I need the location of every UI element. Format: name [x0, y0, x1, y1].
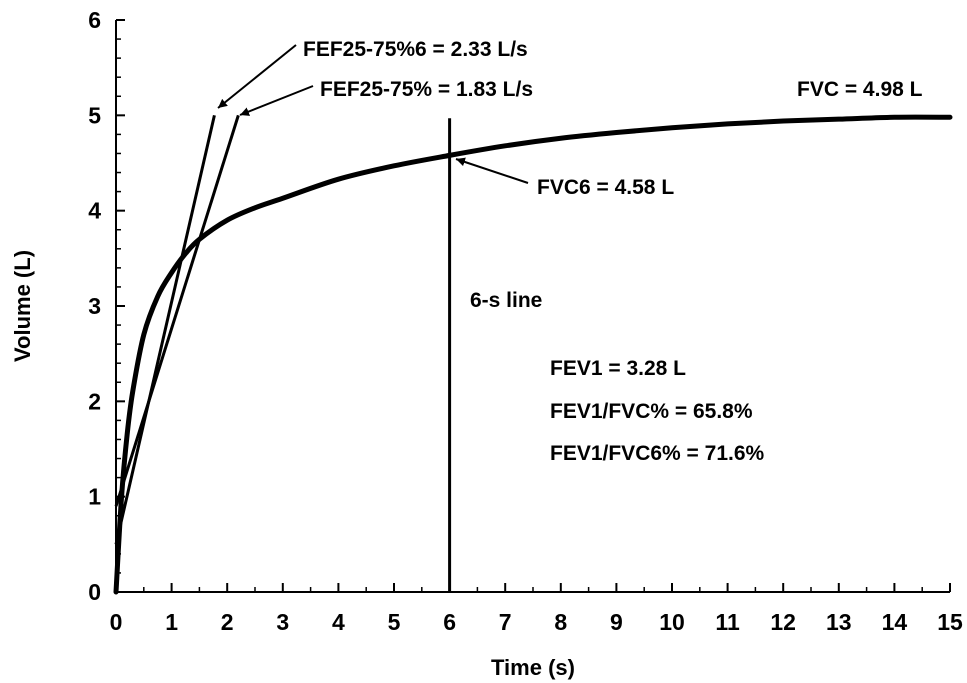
x-tick-label: 12: [770, 609, 796, 635]
fef-label: FEF25-75% = 1.83 L/s: [320, 78, 533, 101]
x-tick-label: 2: [221, 609, 234, 635]
x-tick-label: 5: [388, 609, 401, 635]
y-tick-label: 0: [88, 579, 101, 605]
x-tick-label: 8: [554, 609, 567, 635]
y-tick-label: 5: [88, 102, 101, 128]
x-tick-label: 1: [165, 609, 178, 635]
x-tick-label: 6: [443, 609, 456, 635]
x-tick-label: 14: [882, 609, 908, 635]
plot-area: [113, 114, 953, 595]
fev1-label: FEV1 = 3.28 L: [550, 357, 686, 380]
y-ticks: 0 1 2 3 4 5 6: [88, 7, 125, 605]
x-tick-label: 10: [659, 609, 685, 635]
six-s-line-label: 6-s line: [470, 289, 542, 312]
x-tick-label: 13: [826, 609, 852, 635]
y-tick-label: 6: [88, 7, 101, 33]
volume-time-curve: [113, 114, 953, 595]
fvc6-label: FVC6 = 4.58 L: [537, 176, 674, 199]
x-tick-label: 7: [499, 609, 512, 635]
x-tick-label: 3: [276, 609, 289, 635]
fev1-fvc-label: FEV1/FVC% = 65.8%: [550, 400, 753, 423]
fvc-label: FVC = 4.98 L: [797, 78, 923, 101]
x-tick-label: 0: [110, 609, 123, 635]
fef6-arrow: [217, 44, 297, 109]
x-tick-label: 4: [332, 609, 345, 635]
y-tick-label: 3: [88, 293, 101, 319]
y-tick-label: 4: [88, 198, 101, 224]
fef-arrow: [239, 85, 314, 116]
annotations: FEF25-75%6 = 2.33 L/s FEF25-75% = 1.83 L…: [217, 38, 923, 465]
x-tick-label: 15: [937, 609, 963, 635]
x-ticks: 0 1 2 3 4 5 6 7 8 9 10 11 12 13 14 15: [110, 583, 963, 635]
fef-line: [114, 114, 216, 545]
fev1-fvc6-label: FEV1/FVC6% = 71.6%: [550, 442, 765, 465]
fef6-label: FEF25-75%6 = 2.33 L/s: [303, 38, 528, 61]
y-axis-label: Volume (L): [10, 250, 35, 362]
x-tick-label: 11: [715, 609, 740, 635]
y-tick-label: 1: [88, 484, 101, 510]
x-axis-label: Time (s): [491, 655, 575, 680]
fef-line: [114, 114, 240, 507]
fvc6-arrow: [455, 157, 529, 184]
y-tick-label: 2: [88, 388, 101, 414]
x-tick-label: 9: [610, 609, 623, 635]
